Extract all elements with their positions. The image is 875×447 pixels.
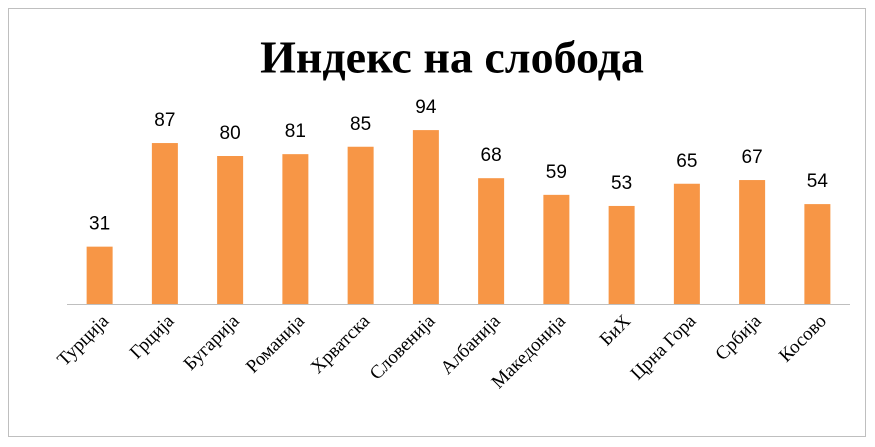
bar (86, 246, 113, 304)
bar (739, 180, 766, 304)
value-label: 67 (742, 147, 763, 168)
value-label: 68 (481, 145, 502, 166)
value-label: 80 (220, 123, 241, 144)
bar (151, 143, 178, 304)
value-label: 54 (807, 171, 829, 192)
value-label: 94 (415, 97, 437, 118)
value-label: 85 (350, 114, 371, 135)
value-label: 87 (154, 110, 175, 131)
bar (412, 130, 439, 304)
bar (347, 146, 374, 304)
bar (608, 205, 635, 304)
bar (217, 156, 244, 304)
bar (673, 183, 700, 304)
bar (282, 154, 309, 304)
value-label: 81 (285, 121, 306, 142)
value-label: 53 (611, 173, 632, 194)
value-label: 59 (546, 162, 567, 183)
chart-title: Индекс на слобода (260, 32, 644, 83)
bar (478, 178, 505, 304)
value-label: 65 (676, 151, 697, 172)
value-label: 31 (89, 214, 110, 235)
bar (543, 194, 570, 304)
bar (804, 204, 831, 304)
